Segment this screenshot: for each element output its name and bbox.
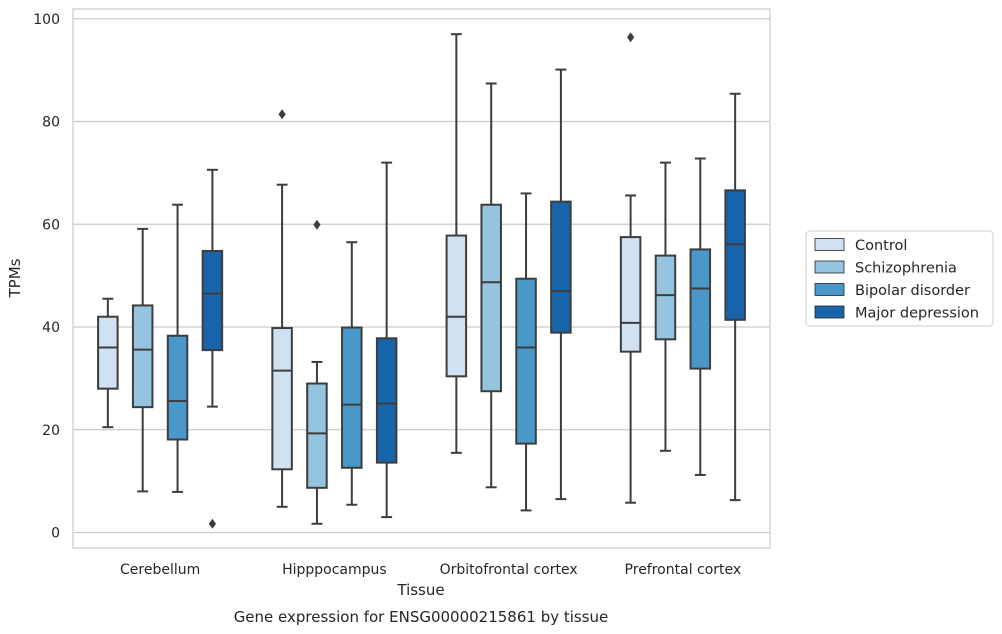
y-tick-label: 60: [42, 217, 60, 233]
iqr-box: [375, 337, 398, 464]
legend-frame: [805, 230, 994, 327]
iqr-box: [306, 382, 328, 489]
y-tick-label: 20: [42, 423, 60, 439]
chart-caption: Gene expression for ENSG00000215861 by t…: [234, 608, 609, 626]
y-gridlines: [73, 18, 770, 534]
legend-swatch: [814, 260, 845, 274]
x-tick-label: Prefrontal cortex: [625, 562, 742, 578]
y-tick-label: 0: [51, 526, 60, 542]
plot-area-frame: [72, 8, 771, 549]
outlier-point: [278, 109, 286, 120]
legend-label: Bipolar disorder: [855, 283, 970, 299]
box-major-depression: [201, 168, 224, 529]
box-bipolar-disorder: [689, 157, 712, 476]
iqr-box: [445, 234, 468, 378]
box-bipolar-disorder: [341, 241, 363, 506]
x-axis-label: Tissue: [396, 581, 444, 599]
box-control: [271, 109, 293, 508]
box-control: [445, 33, 468, 454]
legend-swatch: [814, 305, 845, 319]
iqr-box: [341, 326, 363, 469]
iqr-box: [271, 327, 293, 471]
y-tick-label: 40: [42, 320, 60, 336]
x-tick-label: Orbitofrontal cortex: [440, 562, 578, 578]
box-bipolar-disorder: [166, 203, 189, 493]
iqr-box: [97, 315, 119, 390]
box-schizophrenia: [306, 219, 328, 525]
iqr-box: [480, 203, 502, 393]
iqr-box: [654, 254, 677, 341]
y-tick-label: 80: [42, 115, 60, 131]
box-major-depression: [375, 161, 398, 519]
iqr-box: [131, 304, 154, 409]
legend: Control Schizophrenia Bipolar disorder Majo…: [805, 230, 994, 327]
box-control: [619, 32, 642, 504]
x-tick-label: Cerebellum: [120, 562, 200, 578]
iqr-box: [619, 236, 642, 353]
box-groups: [97, 32, 746, 529]
legend-swatch: [814, 283, 845, 296]
y-axis-label: TPMs: [6, 258, 24, 298]
box-schizophrenia: [131, 227, 154, 493]
x-axis-ticks: Cerebellum Hipppocampus Orbitofrontal cort…: [120, 562, 741, 578]
box-major-depression: [724, 92, 746, 502]
legend-label: Schizophrenia: [855, 261, 957, 277]
iqr-box: [689, 248, 712, 370]
iqr-box: [166, 334, 189, 441]
outlier-point: [208, 518, 216, 529]
box-major-depression: [550, 68, 572, 501]
iqr-box: [515, 277, 537, 445]
x-tick-label: Hipppocampus: [282, 562, 387, 578]
iqr-box: [550, 200, 572, 334]
legend-swatch: [814, 238, 845, 251]
legend-label: Major depression: [855, 306, 979, 322]
y-axis-ticks: 0 20 40 60 80 100: [33, 12, 60, 542]
outlier-point: [313, 219, 321, 230]
box-bipolar-disorder: [515, 192, 537, 512]
iqr-box: [724, 189, 746, 321]
box-schizophrenia: [654, 161, 677, 452]
iqr-box: [201, 249, 224, 352]
box-control: [97, 297, 119, 429]
y-tick-label: 100: [33, 12, 60, 28]
legend-label: Control: [855, 238, 907, 254]
outlier-point: [627, 32, 635, 43]
box-schizophrenia: [480, 82, 502, 489]
